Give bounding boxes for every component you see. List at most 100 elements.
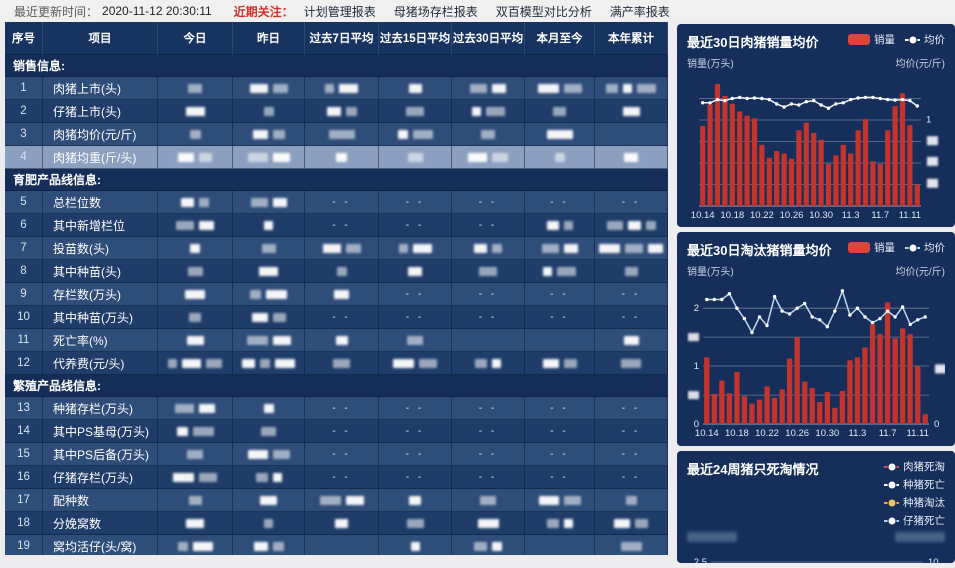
- redacted-value: [470, 83, 487, 93]
- redacted-value: [623, 83, 632, 93]
- chart-header: 最近30日肉猪销量均价 销量 均价: [687, 32, 945, 51]
- redacted-value: [272, 335, 291, 345]
- redacted-value: [599, 243, 620, 253]
- value-cell: [452, 146, 525, 169]
- table-row[interactable]: 2 仔猪上市(头): [5, 100, 668, 123]
- redacted-value: [272, 83, 288, 93]
- value-cell: [379, 260, 452, 283]
- row-number: 16: [5, 466, 43, 489]
- row-number: 15: [5, 443, 43, 466]
- table-row[interactable]: 18 分娩窝数: [5, 512, 668, 535]
- row-label: 总栏位数: [43, 191, 158, 214]
- redacted-value: [242, 358, 255, 368]
- legend-item[interactable]: 仔猪死亡: [884, 513, 945, 528]
- topbar-link[interactable]: 满产率报表: [609, 4, 670, 19]
- value-cell: [233, 420, 305, 443]
- table-row[interactable]: 8 其中种苗(头): [5, 260, 668, 283]
- table-row[interactable]: 10 其中种苗(万头) - - - - - - - - - -: [5, 306, 668, 329]
- value-cell: [379, 352, 452, 375]
- legend-item[interactable]: 肉猪死淘: [884, 459, 945, 474]
- update-time-value: 2020-11-12 20:30:11: [102, 4, 212, 18]
- redacted-value: [247, 449, 268, 459]
- table-row[interactable]: 14 其中PS基母(万头) - - - - - - - - - -: [5, 420, 668, 443]
- value-cell: [158, 306, 233, 329]
- topbar-link[interactable]: 母猪场存栏报表: [393, 4, 478, 19]
- redacted-dash: - -: [332, 196, 351, 208]
- redacted-value: [563, 518, 573, 528]
- redacted-value: [188, 83, 202, 93]
- legend-item[interactable]: 种猪死亡: [884, 477, 945, 492]
- value-cell: [233, 283, 305, 306]
- row-number: 12: [5, 352, 43, 375]
- legend-item[interactable]: 销量: [848, 240, 895, 255]
- svg-text:11.7: 11.7: [871, 210, 889, 221]
- redacted-value: [492, 541, 502, 551]
- svg-text:2: 2: [694, 303, 699, 314]
- topbar-link[interactable]: 双百模型对比分析: [495, 4, 592, 19]
- redacted-dash: - -: [621, 425, 641, 437]
- table-row[interactable]: 17 配种数: [5, 489, 668, 512]
- table-row[interactable]: 7 投苗数(头): [5, 237, 668, 260]
- redacted-value: [546, 129, 573, 139]
- redacted-value: [543, 266, 552, 276]
- topbar-links: 计划管理报表 母猪场存栏报表 双百模型对比分析 满产率报表: [304, 3, 688, 20]
- chart-legend: 销量 均价: [848, 240, 945, 255]
- value-cell: [525, 535, 595, 555]
- value-cell: [595, 100, 668, 123]
- value-cell: [379, 77, 452, 100]
- value-cell: [158, 489, 233, 512]
- value-cell: [233, 260, 305, 283]
- legend-item[interactable]: 种猪淘汰: [884, 495, 945, 510]
- row-label: 其中种苗(万头): [43, 306, 158, 329]
- redacted-value: [272, 541, 284, 551]
- redacted-dash: - -: [621, 196, 641, 208]
- table-row[interactable]: 16 仔猪存栏(万头) - - - - - - - - - -: [5, 466, 668, 489]
- table-row[interactable]: 6 其中新增栏位 - - - - - -: [5, 214, 668, 237]
- redacted-dash: - -: [405, 448, 425, 460]
- value-cell: [305, 237, 379, 260]
- row-label: 配种数: [43, 489, 158, 512]
- value-cell: [305, 489, 379, 512]
- row-number: 9: [5, 283, 43, 306]
- redacted-value: [199, 472, 217, 482]
- table-row[interactable]: 13 种猪存栏(万头) - - - - - - - - - -: [5, 397, 668, 420]
- redacted-value: [260, 495, 277, 505]
- legend-item[interactable]: 销量: [848, 32, 895, 47]
- table-row[interactable]: 11 死亡率(%): [5, 329, 668, 352]
- legend-item[interactable]: 均价: [905, 240, 945, 255]
- redacted-dash: - -: [621, 448, 641, 460]
- redacted-value: [181, 197, 194, 207]
- table-row[interactable]: 3 肉猪均价(元/斤): [5, 123, 668, 146]
- table-row[interactable]: 15 其中PS后备(万头) - - - - - - - - - -: [5, 443, 668, 466]
- bar-swatch-icon: [848, 34, 870, 45]
- value-cell: [158, 146, 233, 169]
- redacted-value: [335, 518, 348, 528]
- redacted-dash: - -: [478, 425, 498, 437]
- table-row[interactable]: 4 肉猪均重(斤/头): [5, 146, 668, 169]
- redacted-dash: - -: [332, 402, 351, 414]
- table-row[interactable]: 5 总栏位数 - - - - - - - - - -: [5, 191, 668, 214]
- value-cell: [452, 123, 525, 146]
- redacted-value: [336, 152, 347, 162]
- value-cell: - -: [379, 466, 452, 489]
- redacted-value: [272, 472, 282, 482]
- table-row[interactable]: 9 存栏数(万头) - - - - - - - -: [5, 283, 668, 306]
- row-number: 18: [5, 512, 43, 535]
- svg-text:10: 10: [928, 557, 939, 563]
- value-cell: [233, 397, 305, 420]
- value-cell: [595, 512, 668, 535]
- value-cell: [233, 329, 305, 352]
- legend-item[interactable]: 均价: [905, 32, 945, 47]
- svg-text:1: 1: [694, 361, 699, 372]
- value-cell: - -: [452, 466, 525, 489]
- redacted-value: [322, 243, 341, 253]
- topbar-link[interactable]: 计划管理报表: [303, 4, 376, 19]
- table-row[interactable]: 1 肉猪上市(头): [5, 77, 668, 100]
- table-row[interactable]: 19 窝均活仔(头/窝): [5, 535, 668, 555]
- table-row[interactable]: 12 代养费(元/头): [5, 352, 668, 375]
- value-cell: [233, 443, 305, 466]
- chart-canvas: 210 010.14 10.18 10.22 10.26 10.30 11.3 11.7 11.…: [688, 288, 946, 439]
- redacted-dash: - -: [332, 425, 351, 437]
- redacted-value: [635, 518, 648, 528]
